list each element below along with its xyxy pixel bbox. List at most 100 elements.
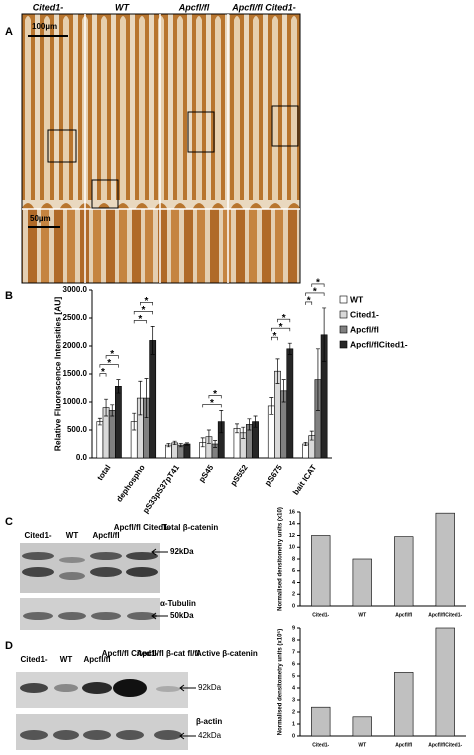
y-tick-label: 16 [289, 509, 295, 515]
y-tick-label: 6 [292, 568, 295, 574]
error-bar [206, 429, 211, 444]
panel-label: A [5, 26, 13, 38]
lane-label: Cited1- [24, 531, 51, 540]
y-tick-label: 0 [292, 733, 295, 739]
bar [286, 348, 294, 459]
error-bar [235, 423, 240, 434]
error-bar [116, 379, 121, 394]
error-bar [315, 348, 320, 411]
significance-bracket [140, 302, 153, 306]
lane-label: Apcfl/fl [83, 655, 110, 664]
x-tick-label: pS33pS37pT41 [141, 463, 181, 515]
bar [435, 627, 455, 737]
error-bar [213, 440, 218, 448]
significance-bracket [208, 395, 222, 399]
significance-label: * [138, 314, 142, 325]
bar [394, 672, 414, 737]
error-bar [178, 443, 183, 448]
significance-label: * [145, 296, 149, 307]
significance-label: * [213, 389, 217, 400]
significance-label: * [101, 367, 105, 378]
bar [149, 340, 157, 459]
legend-label: Cited1- [350, 309, 379, 319]
error-bar [287, 342, 292, 355]
bar [352, 716, 372, 737]
x-tick-label: pS552 [229, 463, 250, 488]
significance-bracket [271, 327, 291, 332]
y-tick-label: 12 [289, 533, 295, 539]
y-tick-label: 1500.0 [63, 369, 88, 378]
column-label: Apcfl/fl Cited1- [231, 2, 296, 12]
significance-bracket [311, 283, 325, 287]
significance-label: * [307, 296, 311, 307]
y-tick-label: 2000.0 [63, 341, 88, 350]
significance-bracket [99, 364, 119, 368]
y-axis-label: Relative Fluorescence Intensities [AU] [52, 297, 62, 452]
lane-label: WT [60, 655, 73, 664]
bar [394, 536, 414, 607]
error-bar [144, 378, 149, 419]
bar [302, 443, 309, 459]
x-tick-label: Apcfl/fl [395, 612, 413, 618]
x-tick-label: WT [358, 612, 366, 618]
significance-label: * [316, 278, 320, 289]
y-tick-label: 9 [292, 625, 295, 631]
bar [96, 421, 104, 459]
significance-label: * [282, 313, 286, 324]
bar [115, 386, 122, 459]
y-tick-label: 3 [292, 697, 295, 703]
x-tick-label: pS45 [197, 463, 216, 484]
significance-bracket [305, 301, 313, 305]
bar [274, 370, 281, 459]
error-bar [104, 398, 109, 417]
significance-bracket [105, 355, 119, 359]
x-tick-label: WT [358, 742, 366, 748]
bar [183, 443, 191, 459]
x-tick-label: Apcfl/flCited1- [428, 742, 462, 748]
size-label: 92kDa [198, 683, 222, 692]
x-tick-label: bait ICAT [291, 463, 318, 497]
y-tick-label: 2 [292, 592, 295, 598]
error-bar [166, 443, 171, 448]
panel-label: D [5, 640, 13, 652]
bar [171, 442, 179, 459]
y-tick-label: 8 [292, 637, 295, 643]
y-tick-label: 4 [292, 580, 296, 586]
legend-swatch [339, 340, 348, 349]
lane-label: Apcfl/fl Cited1- [102, 649, 159, 658]
error-bar [219, 410, 224, 434]
significance-bracket [305, 292, 325, 296]
error-bar [247, 418, 252, 431]
significance-bracket [202, 404, 222, 408]
x-tick-label: Apcfl/flCited1- [428, 612, 462, 618]
size-label: 42kDa [198, 731, 222, 740]
control-label: α-Tubulin [160, 599, 196, 608]
legend-label: Apcfl/fl [350, 324, 379, 334]
legend-swatch [339, 325, 348, 334]
bar [435, 512, 455, 607]
band-label: Active β-catenin [196, 649, 258, 658]
control-label: β-actin [196, 717, 222, 726]
error-bar [303, 441, 308, 447]
band-label: Total β-catenin [162, 523, 218, 532]
y-tick-label: 500.0 [67, 425, 88, 434]
x-tick-label: Cited1- [312, 612, 329, 618]
panel-label: C [5, 516, 13, 528]
significance-label: * [110, 349, 114, 360]
significance-label: * [272, 331, 276, 342]
significance-label: * [313, 287, 317, 298]
significance-label: * [210, 398, 214, 409]
error-bar [269, 397, 274, 415]
y-tick-label: 0 [292, 603, 295, 609]
legend-swatch [339, 310, 348, 319]
error-bar [241, 426, 246, 439]
scale-bar-label: 100µm [32, 22, 57, 31]
y-tick-label: 6 [292, 661, 295, 667]
column-label: WT [115, 2, 130, 12]
lane-label: WT [66, 531, 79, 540]
size-label: 92kDa [170, 547, 194, 556]
y-tick-label: 1 [292, 721, 295, 727]
y-axis-label: Normalised densitometry units (x10) [278, 507, 284, 611]
y-tick-label: 7 [292, 649, 295, 655]
size-label: 50kDa [170, 611, 194, 620]
